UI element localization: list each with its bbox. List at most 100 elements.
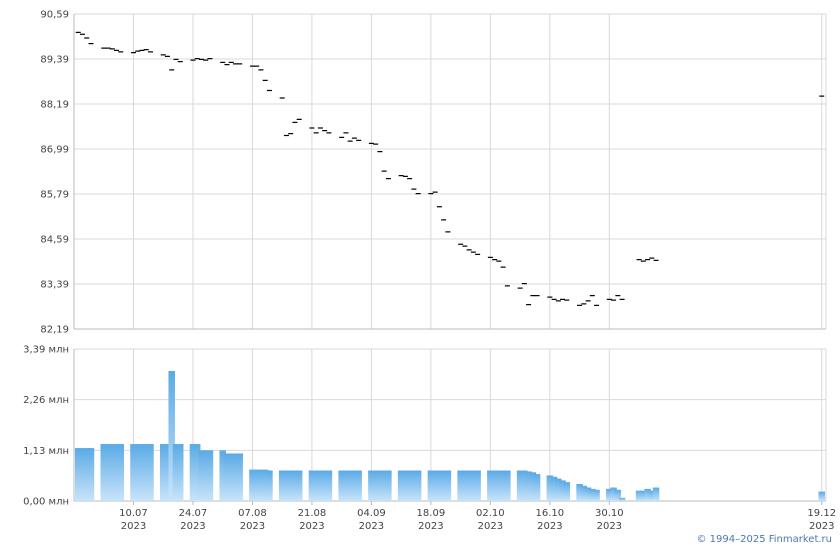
volume-bar — [351, 470, 358, 501]
volume-bar — [130, 444, 137, 501]
volume-bar — [223, 453, 231, 501]
volume-bar — [266, 470, 273, 501]
volume-bar — [368, 470, 375, 501]
volume-bar — [168, 370, 175, 501]
volume-bar — [261, 469, 269, 501]
volume-bar — [465, 470, 473, 501]
volume-bar — [176, 444, 184, 501]
volume-bar — [172, 444, 180, 501]
volume-bar — [640, 490, 647, 501]
volume-tick-label: 3,39 млн — [23, 345, 69, 356]
volume-bar — [648, 490, 656, 501]
volume-bar — [83, 448, 90, 501]
volume-bar — [652, 487, 660, 501]
x-tick-date: 04.09 — [357, 508, 386, 519]
volume-bar — [108, 444, 116, 501]
x-tick-year: 2023 — [537, 521, 562, 532]
volume-bar — [308, 470, 316, 501]
volume-bar — [338, 470, 345, 501]
volume-bar — [219, 450, 226, 501]
volume-bar — [487, 470, 494, 501]
volume-bar — [474, 470, 481, 501]
x-tick-date: 30.10 — [595, 508, 624, 519]
volume-bar — [610, 487, 617, 501]
volume-bar — [193, 444, 201, 501]
price-tick-label: 89,39 — [40, 55, 69, 66]
x-tick-year: 2023 — [359, 521, 384, 532]
volume-bar — [295, 470, 303, 501]
x-tick-date: 16.10 — [536, 508, 565, 519]
volume-bar — [100, 444, 107, 501]
price-panel: 90,59 89,39 88,19 86,99 85,79 84,59 83,39 82,19 — [40, 10, 827, 336]
volume-tick-label: 2,26 млн — [23, 395, 69, 406]
volume-bar — [321, 470, 328, 501]
x-tick-year: 2023 — [299, 521, 324, 532]
x-tick-year: 2023 — [597, 521, 622, 532]
volume-bar — [249, 469, 256, 501]
volume-bar — [232, 453, 239, 501]
volume-bar — [431, 470, 439, 501]
price-tick-label: 88,19 — [40, 100, 69, 111]
volume-bar — [317, 470, 324, 501]
volume-bar — [516, 470, 524, 501]
volume-bar — [606, 488, 613, 501]
volume-bar — [253, 469, 260, 501]
volume-bar — [533, 474, 541, 501]
x-tick-date: 19.12 — [807, 508, 836, 519]
volume-bar — [618, 497, 626, 501]
x-tick-date: 18.09 — [417, 508, 446, 519]
volume-bar — [410, 470, 418, 501]
copyright-credit[interactable]: © 1994–2025 Finmarket.ru — [696, 534, 832, 545]
volume-bar — [142, 444, 150, 501]
volume-bar — [385, 470, 392, 501]
volume-bar — [576, 483, 583, 501]
volume-bar — [87, 448, 95, 501]
volume-bar — [414, 470, 422, 501]
volume-bar — [397, 470, 405, 501]
volume-bar — [342, 470, 350, 501]
volume-bar — [440, 470, 447, 501]
volume-bar — [491, 470, 498, 501]
volume-bar — [550, 476, 558, 501]
volume-bar — [436, 470, 443, 501]
volume-bar — [457, 470, 464, 501]
volume-bar — [138, 444, 146, 501]
volume-bar — [499, 470, 507, 501]
price-tick-label: 84,59 — [40, 235, 69, 246]
volume-bar — [580, 485, 588, 501]
x-tick-date: 10.07 — [119, 508, 148, 519]
volume-bar — [134, 444, 141, 501]
volume-bar — [546, 475, 554, 501]
volume-bar — [644, 488, 651, 501]
volume-bar — [563, 482, 571, 501]
volume-bar — [236, 453, 243, 501]
x-tick-year: 2023 — [180, 521, 205, 532]
x-tick-date: 07.08 — [238, 508, 267, 519]
volume-bar — [291, 470, 299, 501]
volume-bar — [614, 489, 622, 501]
volume-bar — [427, 470, 435, 501]
volume-bar — [470, 470, 477, 501]
volume-bar — [117, 444, 124, 501]
volume-bar — [406, 470, 413, 501]
volume-bar — [278, 470, 286, 501]
volume-bar — [593, 489, 600, 501]
volume-bar — [376, 470, 384, 501]
volume-bar — [325, 470, 333, 501]
volume-bar — [312, 470, 320, 501]
volume-bar — [495, 470, 503, 501]
volume-bar — [147, 444, 154, 501]
volume-bar — [559, 480, 566, 501]
price-tick-label: 82,19 — [40, 325, 69, 336]
volume-bar — [380, 470, 388, 501]
volume-bar — [346, 470, 354, 501]
volume-bar — [198, 450, 205, 501]
volume-bar — [202, 450, 209, 501]
volume-bar — [287, 470, 294, 501]
volume-bar — [113, 444, 120, 501]
volume-bar — [584, 487, 592, 501]
volume-bar — [74, 448, 82, 501]
x-tick-date: 24.07 — [179, 508, 208, 519]
volume-bar — [461, 470, 469, 501]
